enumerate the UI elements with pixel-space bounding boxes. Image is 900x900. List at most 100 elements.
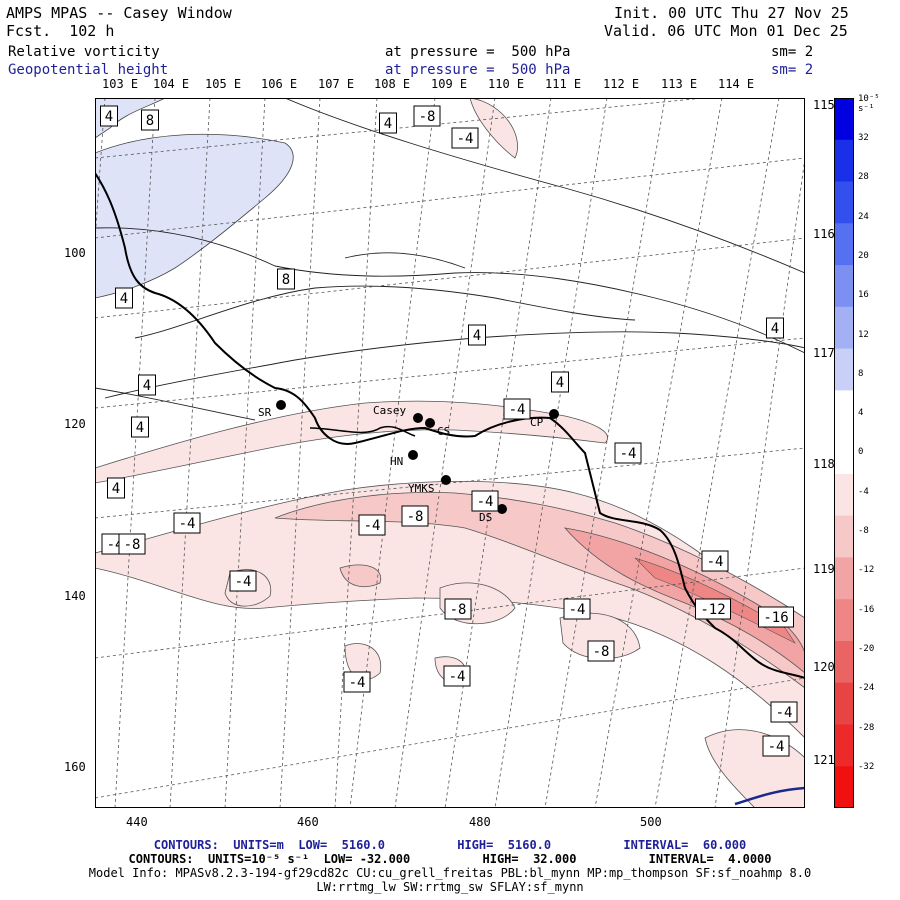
y-axis-label: 100 bbox=[64, 246, 86, 260]
colorbar-label: 0 bbox=[858, 447, 864, 458]
colorbar-swatch bbox=[834, 724, 854, 767]
contour-label: -8 bbox=[118, 533, 146, 555]
negative-vorticity-patch bbox=[344, 643, 382, 681]
lon-label: 109 E bbox=[431, 77, 468, 91]
svg-text:-12: -12 bbox=[700, 602, 725, 618]
field1-smoothing: sm= 2 bbox=[771, 44, 814, 60]
station-marker bbox=[276, 400, 286, 410]
colorbar-label: 4 bbox=[858, 408, 864, 419]
lon-label: 111 E bbox=[545, 77, 582, 91]
svg-text:-4: -4 bbox=[620, 446, 637, 462]
svg-text:-4: -4 bbox=[179, 516, 196, 532]
svg-text:4: 4 bbox=[143, 378, 151, 394]
contour-label: 4 bbox=[115, 287, 133, 309]
svg-text:4: 4 bbox=[120, 291, 128, 307]
station-label: DS bbox=[479, 511, 492, 524]
vorticity-map: SR Casey CS CP HN YMKS DS 4 8 -8 -4 4 4 8 4 4 4 4 4 4 -4 -4 -… bbox=[95, 98, 805, 808]
svg-text:4: 4 bbox=[473, 328, 481, 344]
colorbar-swatch bbox=[834, 766, 854, 808]
x-axis-label: 440 bbox=[126, 815, 148, 829]
x-axis-label: 460 bbox=[297, 815, 319, 829]
forecast-hour: Fcst. 102 h bbox=[6, 22, 115, 40]
footer-vorticity-contours: CONTOURS: UNITS=10⁻⁵ s⁻¹ LOW= -32.000 HI… bbox=[128, 852, 772, 866]
station-marker bbox=[497, 504, 507, 514]
colorbar-label: -24 bbox=[858, 683, 875, 694]
contour-label: -8 bbox=[587, 640, 615, 662]
colorbar-label: -32 bbox=[858, 761, 875, 772]
svg-text:-4: -4 bbox=[569, 602, 586, 618]
svg-text:4: 4 bbox=[556, 375, 564, 391]
station-label: Casey bbox=[373, 404, 406, 417]
negative-vorticity-patch bbox=[469, 98, 518, 159]
contour-label: -4 bbox=[762, 735, 790, 757]
colorbar-label: -16 bbox=[858, 604, 875, 615]
contour-label: 4 bbox=[766, 317, 784, 339]
svg-text:4: 4 bbox=[105, 109, 113, 125]
contour-label: 4 bbox=[100, 105, 118, 127]
station-marker bbox=[425, 418, 435, 428]
svg-text:-4: -4 bbox=[707, 554, 724, 570]
contour-label: -16 bbox=[758, 606, 794, 628]
contour-label: -4 bbox=[451, 127, 479, 149]
contour-label: 4 bbox=[551, 371, 569, 393]
y-axis-label: 160 bbox=[64, 760, 86, 774]
colorbar-swatch bbox=[834, 432, 854, 475]
contour-label: -4 bbox=[229, 570, 257, 592]
footer-height-contours: CONTOURS: UNITS=m LOW= 5160.0 HIGH= 5160… bbox=[153, 838, 747, 852]
colorbar-swatch bbox=[834, 306, 854, 350]
footer-physics-info: LW:rrtmg_lw SW:rrtmg_sw SFLAY:sf_mynn bbox=[316, 880, 584, 894]
contour-label: -8 bbox=[401, 505, 429, 527]
svg-text:-8: -8 bbox=[419, 109, 436, 125]
lon-label: 107 E bbox=[318, 77, 355, 91]
svg-text:4: 4 bbox=[771, 321, 779, 337]
svg-text:-4: -4 bbox=[768, 739, 785, 755]
contour-label: 4 bbox=[468, 324, 486, 346]
colorbar-swatch bbox=[834, 181, 854, 224]
svg-text:-4: -4 bbox=[349, 675, 366, 691]
station-marker bbox=[413, 413, 423, 423]
y-axis-label: 120 bbox=[64, 417, 86, 431]
map-title: AMPS MPAS -- Casey Window bbox=[6, 4, 232, 22]
svg-text:-4: -4 bbox=[477, 494, 494, 510]
y-axis-label: 140 bbox=[64, 589, 86, 603]
colorbar-label: 8 bbox=[858, 368, 864, 379]
contour-label: -4 bbox=[358, 514, 386, 536]
negative-vorticity-patch bbox=[339, 564, 382, 588]
svg-text:4: 4 bbox=[136, 420, 144, 436]
contour-label: -4 bbox=[471, 490, 499, 512]
contour-label: -12 bbox=[695, 598, 731, 620]
colorbar-swatch bbox=[834, 223, 854, 266]
station-marker bbox=[549, 409, 559, 419]
height-contour-5160 bbox=[734, 786, 805, 806]
colorbar-label: -20 bbox=[858, 643, 875, 654]
svg-text:4: 4 bbox=[384, 116, 392, 132]
contour-label: 8 bbox=[141, 109, 159, 131]
contour-label: 4 bbox=[379, 112, 397, 134]
contour-label: -4 bbox=[173, 512, 201, 534]
contour-label: -4 bbox=[614, 442, 642, 464]
field1-name: Relative vorticity bbox=[8, 44, 160, 60]
contour-lines bbox=[95, 98, 805, 421]
colorbar-label: 24 bbox=[858, 211, 869, 222]
field2-name: Geopotential height bbox=[8, 62, 169, 78]
contour-label: -4 bbox=[701, 550, 729, 572]
station-marker bbox=[408, 450, 418, 460]
lon-label: 108 E bbox=[374, 77, 411, 91]
negative-vorticity-band bbox=[563, 527, 805, 674]
colorbar-units: 10⁻⁵ s⁻¹ bbox=[858, 94, 880, 114]
negative-vorticity-patch bbox=[559, 612, 641, 660]
colorbar-label: -28 bbox=[858, 722, 875, 733]
colorbar-swatch bbox=[834, 98, 854, 141]
contour-label: 8 bbox=[277, 268, 295, 290]
contour-label: -8 bbox=[444, 598, 472, 620]
lon-label: 104 E bbox=[153, 77, 190, 91]
colorbar-swatch bbox=[834, 682, 854, 725]
svg-text:-8: -8 bbox=[407, 509, 424, 525]
svg-text:-4: -4 bbox=[449, 669, 466, 685]
contour-label: 4 bbox=[131, 416, 149, 438]
colorbar-swatch bbox=[834, 515, 854, 558]
positive-vorticity-area bbox=[95, 133, 294, 299]
colorbar-swatch bbox=[834, 473, 854, 517]
contour-label: -4 bbox=[563, 598, 591, 620]
lon-label: 114 E bbox=[718, 77, 755, 91]
